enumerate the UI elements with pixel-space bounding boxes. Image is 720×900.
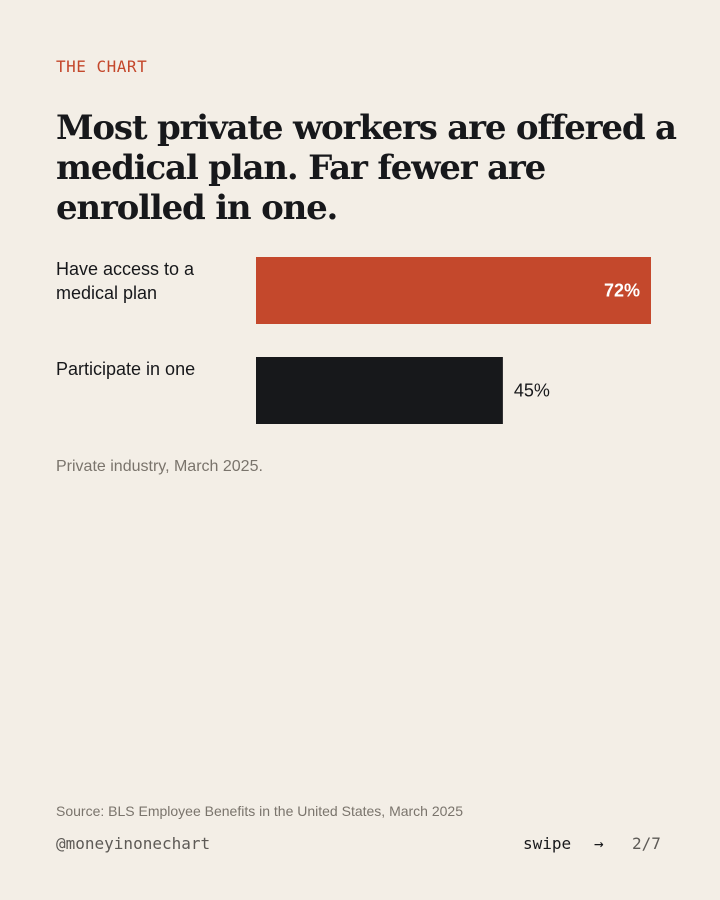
chart-title: Most private workers are offered a medic… [56,108,677,228]
account-handle[interactable]: @moneyinonechart [56,834,211,853]
arrow-right-icon[interactable]: → [594,834,604,853]
bar [256,257,651,324]
page-indicator: 2/7 [632,834,661,853]
value-label: 45% [514,381,550,401]
chart-note: Private industry, March 2025. [56,458,263,475]
bar [256,357,503,424]
kicker-label: THE CHART [56,57,148,76]
category-label: Participate in one [56,359,195,379]
source-note: Source: BLS Employee Benefits in the Uni… [56,803,464,819]
swipe-label[interactable]: swipe [523,834,572,853]
category-label: Have access to a medical plan [56,259,195,303]
value-label: 72% [604,281,640,301]
